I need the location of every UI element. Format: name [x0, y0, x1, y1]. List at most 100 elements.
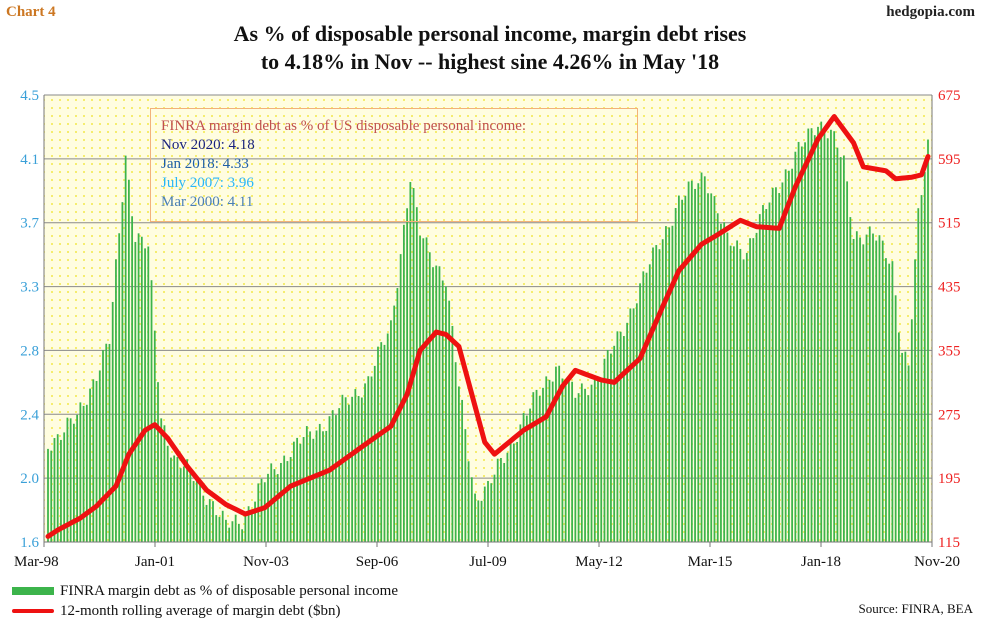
bar	[677, 195, 680, 543]
legend: FINRA margin debt as % of disposable per…	[12, 581, 398, 621]
bar	[448, 300, 451, 542]
bar	[373, 365, 376, 542]
bar	[302, 437, 305, 542]
x-tick-label: Sep-06	[356, 554, 399, 570]
bar	[244, 514, 247, 542]
bar	[923, 172, 926, 543]
bar	[826, 138, 829, 542]
bar	[639, 283, 641, 542]
bar	[318, 423, 321, 542]
bar	[477, 500, 480, 542]
bar	[115, 259, 117, 542]
bar	[170, 457, 172, 542]
bar	[810, 128, 813, 542]
bar	[351, 396, 354, 542]
bar	[231, 521, 234, 542]
bar	[322, 431, 324, 542]
bar	[406, 208, 409, 543]
bar	[367, 376, 370, 542]
bar	[758, 214, 761, 542]
right-tick-label: 115	[938, 535, 960, 551]
bar	[868, 226, 871, 542]
bar	[480, 500, 483, 542]
bar	[642, 271, 645, 542]
bar	[551, 381, 554, 542]
left-tick-label: 2.0	[20, 471, 39, 487]
bar	[432, 267, 434, 542]
bar	[470, 477, 473, 542]
bar	[95, 380, 98, 542]
bar	[79, 402, 82, 542]
bar	[736, 240, 739, 542]
bar	[461, 399, 464, 542]
bar	[144, 248, 146, 542]
bar	[474, 493, 476, 542]
bar	[263, 482, 266, 542]
bar	[360, 397, 363, 542]
left-tick-label: 2.8	[20, 343, 39, 359]
bar	[121, 202, 124, 542]
bar	[771, 187, 774, 542]
bar	[726, 232, 729, 542]
bar	[600, 377, 603, 542]
bar	[312, 438, 315, 542]
line-series	[45, 114, 931, 539]
bar	[341, 394, 344, 542]
bar	[212, 501, 214, 542]
bar	[390, 320, 392, 542]
bar	[865, 234, 868, 542]
annotation-item: Mar 2000: 4.11	[161, 194, 254, 210]
bar	[364, 383, 366, 542]
bar	[415, 207, 418, 542]
bar	[668, 227, 671, 542]
bar	[186, 459, 189, 542]
right-tick-label: 195	[938, 471, 961, 487]
bar	[247, 506, 250, 542]
bar	[888, 263, 891, 542]
bar	[509, 440, 512, 542]
bar	[606, 350, 609, 542]
bar	[451, 325, 454, 542]
bar	[82, 405, 85, 542]
bar	[775, 187, 777, 542]
bar	[490, 483, 493, 542]
annotation-item: Nov 2020: 4.18	[161, 137, 255, 153]
bar	[661, 239, 664, 543]
bar	[784, 169, 787, 542]
bar	[846, 181, 849, 542]
bar	[273, 469, 276, 542]
source-note: Source: FINRA, BEA	[858, 601, 973, 616]
plot-dots	[44, 95, 932, 542]
bar	[127, 179, 130, 543]
bar	[626, 322, 629, 542]
bar	[50, 450, 53, 542]
bar	[807, 128, 810, 542]
bar	[842, 155, 845, 542]
bar	[118, 233, 121, 542]
bar	[438, 266, 441, 542]
bar	[237, 523, 240, 542]
bar	[629, 308, 632, 542]
bar	[597, 379, 599, 542]
x-tick-label: Jan-01	[135, 554, 175, 570]
bar	[69, 418, 72, 542]
legend-line-entry: 12-month rolling average of margin debt …	[12, 601, 398, 621]
bar	[849, 217, 852, 542]
bar	[134, 241, 137, 542]
bar	[791, 168, 794, 542]
legend-line-swatch	[12, 609, 54, 613]
bar	[904, 351, 907, 542]
bar	[72, 423, 75, 542]
bar	[215, 515, 218, 542]
bar	[538, 395, 541, 542]
bar	[386, 333, 389, 542]
bar	[503, 463, 506, 542]
bar	[108, 343, 111, 542]
bar	[830, 129, 832, 543]
annotation-heading: FINRA margin debt as % of US disposable …	[161, 118, 527, 134]
x-tick-label: Nov-20	[914, 554, 960, 570]
bar	[697, 183, 700, 543]
bar	[855, 231, 858, 543]
bar	[671, 225, 674, 542]
bar	[493, 474, 496, 542]
